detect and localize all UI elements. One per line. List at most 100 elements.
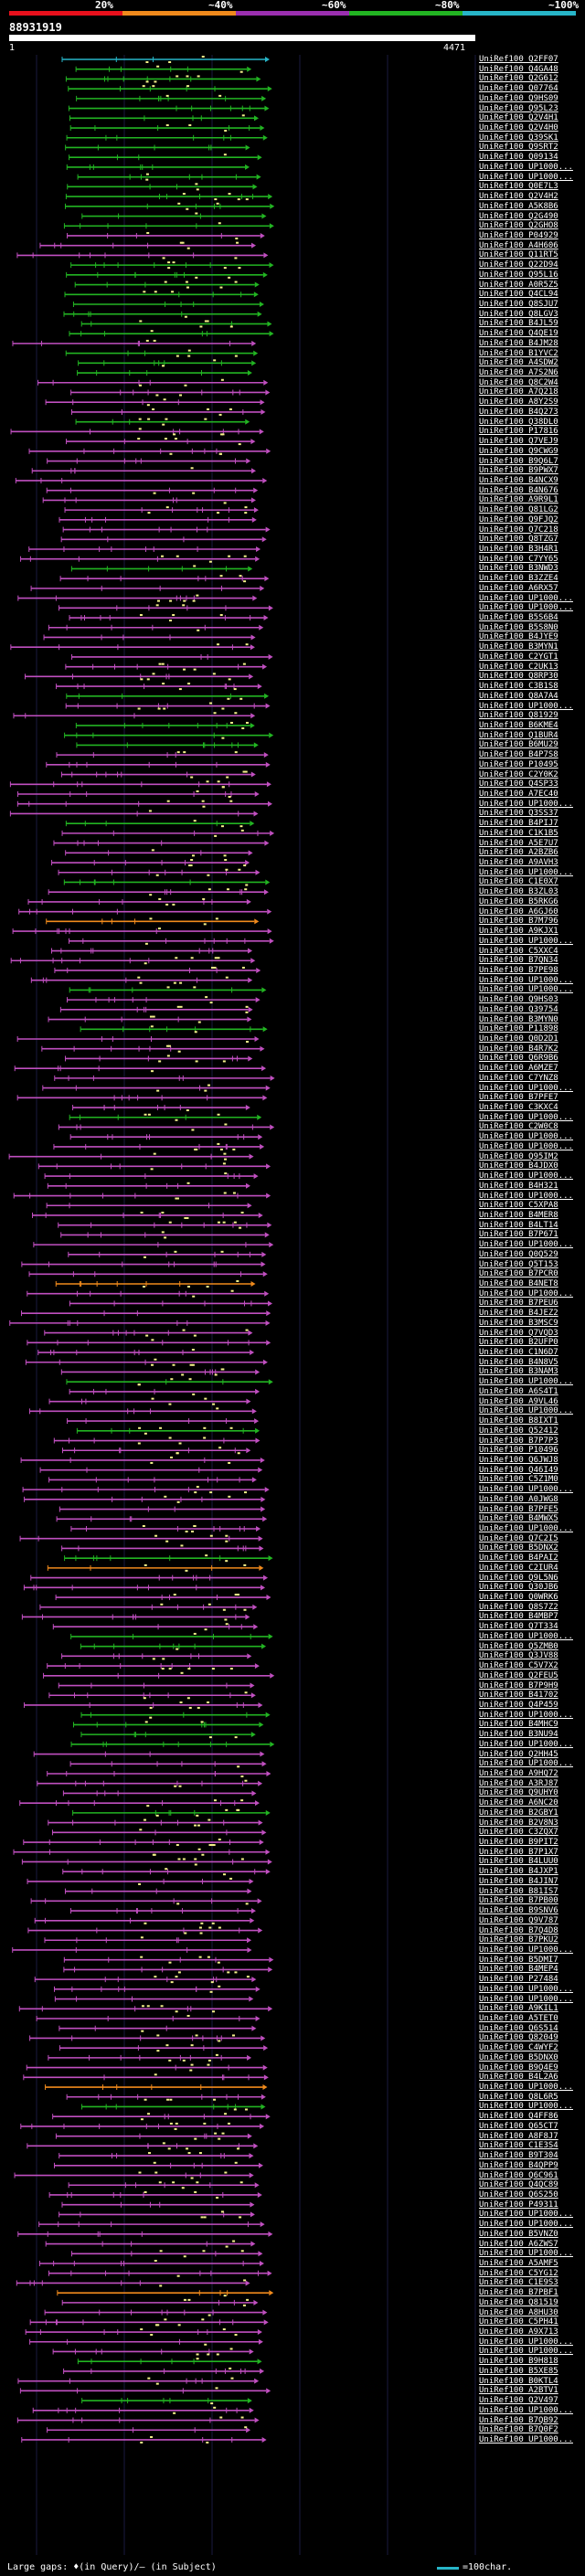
hit-label-link[interactable]: UniRef100_Q9FJQ2 <box>479 514 558 525</box>
hit-label-link[interactable]: UniRef100_C1N6D7 <box>479 1348 558 1358</box>
hit-label-link[interactable]: UniRef100_Q4QE19 <box>479 329 558 339</box>
hit-label-link[interactable]: UniRef100_Q65CT7 <box>479 2121 558 2131</box>
hit-label-link[interactable]: UniRef100_UP1000... <box>479 1112 573 1122</box>
hit-label-link[interactable]: UniRef100_C1E0X7 <box>479 877 558 887</box>
hit-label-link[interactable]: UniRef100_Q8TZG7 <box>479 535 558 545</box>
hit-label-link[interactable]: UniRef100_Q81LG2 <box>479 505 558 515</box>
hit-label-link[interactable]: UniRef100_Q95IM2 <box>479 1151 558 1161</box>
hit-label-link[interactable]: UniRef100_B4JL59 <box>479 319 558 329</box>
hit-label-link[interactable]: UniRef100_B7QB92 <box>479 2415 558 2425</box>
hit-label-link[interactable]: UniRef100_A6ZWS7 <box>479 2239 558 2249</box>
hit-label-link[interactable]: UniRef100_B3MYN0 <box>479 1014 558 1024</box>
hit-label-link[interactable]: UniRef100_B7PB00 <box>479 1896 558 1906</box>
hit-label-link[interactable]: UniRef100_A9HQ72 <box>479 1769 558 1778</box>
hit-label-link[interactable]: UniRef100_B4LT14 <box>479 1220 558 1230</box>
hit-label-link[interactable]: UniRef100_C2UK13 <box>479 662 558 672</box>
hit-label-link[interactable]: UniRef100_B7PBF1 <box>479 2288 558 2298</box>
hit-label-link[interactable]: UniRef100_Q6R9B6 <box>479 1054 558 1064</box>
hit-label-link[interactable]: UniRef100_B4JIN7 <box>479 1876 558 1886</box>
hit-label-link[interactable]: UniRef100_UP1000... <box>479 1141 573 1151</box>
hit-label-link[interactable]: UniRef100_UP1000... <box>479 1191 573 1201</box>
hit-label-link[interactable]: UniRef100_C3KXC4 <box>479 1103 558 1113</box>
hit-label-link[interactable]: UniRef100_Q8L6R5 <box>479 2092 558 2102</box>
hit-label-link[interactable]: UniRef100_A4SDW2 <box>479 358 558 368</box>
hit-label-link[interactable]: UniRef100_Q8C2W4 <box>479 377 558 387</box>
hit-label-link[interactable]: UniRef100_Q4SP33 <box>479 779 558 790</box>
hit-label-link[interactable]: UniRef100_B4JEZ2 <box>479 1309 558 1319</box>
hit-label-link[interactable]: UniRef100_C7YNZ8 <box>479 1073 558 1083</box>
hit-label-link[interactable]: UniRef100_A2BTV1 <box>479 2386 558 2396</box>
hit-label-link[interactable]: UniRef100_B5DNX0 <box>479 2052 558 2062</box>
hit-label-link[interactable]: UniRef100_A9VL46 <box>479 1396 558 1406</box>
hit-label-link[interactable]: UniRef100_Q2G490 <box>479 211 558 221</box>
hit-label-link[interactable]: UniRef100_UP1000... <box>479 2083 573 2093</box>
hit-label-link[interactable]: UniRef100_Q39754 <box>479 1004 558 1014</box>
hit-label-link[interactable]: UniRef100_UP1000... <box>479 1240 573 1250</box>
hit-label-link[interactable]: UniRef100_Q7VQD3 <box>479 1328 558 1338</box>
hit-label-link[interactable]: UniRef100_B7PKU2 <box>479 1935 558 1945</box>
hit-label-link[interactable]: UniRef100_UP1000... <box>479 1485 573 1495</box>
hit-label-link[interactable]: UniRef100_B7PE98 <box>479 965 558 975</box>
hit-label-link[interactable]: UniRef100_Q9UHY0 <box>479 1788 558 1798</box>
hit-label-link[interactable]: UniRef100_UP1000... <box>479 985 573 995</box>
hit-label-link[interactable]: UniRef100_C2YGT1 <box>479 652 558 662</box>
hit-label-link[interactable]: UniRef100_UP1000... <box>479 2434 573 2444</box>
hit-label-link[interactable]: UniRef100_Q22D94 <box>479 260 558 270</box>
hit-label-link[interactable]: UniRef100_UP1000... <box>479 1083 573 1093</box>
hit-label-link[interactable]: UniRef100_UP1000... <box>479 1132 573 1142</box>
hit-label-link[interactable]: UniRef100_Q52412 <box>479 1426 558 1436</box>
hit-label-link[interactable]: UniRef100_Q82049 <box>479 2033 558 2043</box>
hit-label-link[interactable]: UniRef100_A6GJ60 <box>479 906 558 917</box>
hit-label-link[interactable]: UniRef100_UP1000... <box>479 1631 573 1641</box>
hit-label-link[interactable]: UniRef100_B3NAM3 <box>479 1367 558 1377</box>
hit-label-link[interactable]: UniRef100_P49311 <box>479 2200 558 2210</box>
hit-label-link[interactable]: UniRef100_B5DNX2 <box>479 1543 558 1553</box>
hit-label-link[interactable]: UniRef100_Q0D2D1 <box>479 1034 558 1044</box>
hit-label-link[interactable]: UniRef100_B5VNZ0 <box>479 2229 558 2239</box>
hit-label-link[interactable]: UniRef100_Q95L16 <box>479 270 558 280</box>
hit-label-link[interactable]: UniRef100_Q8A7A4 <box>479 691 558 701</box>
hit-label-link[interactable]: UniRef100_A9X713 <box>479 2327 558 2337</box>
hit-label-link[interactable]: UniRef100_B1YVC2 <box>479 348 558 358</box>
hit-label-link[interactable]: UniRef100_B3NU94 <box>479 1730 558 1740</box>
hit-label-link[interactable]: UniRef100_C5YG12 <box>479 2268 558 2278</box>
hit-label-link[interactable]: UniRef100_C2W0C8 <box>479 1122 558 1132</box>
hit-label-link[interactable]: UniRef100_B7P9H9 <box>479 1680 558 1691</box>
hit-label-link[interactable]: UniRef100_B4MER8 <box>479 1210 558 1220</box>
hit-label-link[interactable]: UniRef100_A8Y2S9 <box>479 398 558 408</box>
hit-label-link[interactable]: UniRef100_Q2GHO8 <box>479 221 558 231</box>
hit-label-link[interactable]: UniRef100_B7M796 <box>479 917 558 927</box>
hit-label-link[interactable]: UniRef100_B3ZL03 <box>479 887 558 897</box>
hit-label-link[interactable]: UniRef100_Q4QC89 <box>479 2180 558 2190</box>
hit-label-link[interactable]: UniRef100_B4NCX9 <box>479 475 558 485</box>
hit-label-link[interactable]: UniRef100_UP1000... <box>479 867 573 877</box>
hit-label-link[interactable]: UniRef100_UP1000... <box>479 936 573 946</box>
hit-label-link[interactable]: UniRef100_UP1000... <box>479 1524 573 1533</box>
hit-label-link[interactable]: UniRef100_Q2V4H1 <box>479 113 558 123</box>
hit-label-link[interactable]: UniRef100_B5S6B4 <box>479 613 558 623</box>
hit-label-link[interactable]: UniRef100_Q2G612 <box>479 74 558 84</box>
hit-label-link[interactable]: UniRef100_C1K1B5 <box>479 828 558 838</box>
hit-label-link[interactable]: UniRef100_Q81519 <box>479 2297 558 2307</box>
hit-label-link[interactable]: UniRef100_B3NWD3 <box>479 564 558 574</box>
hit-label-link[interactable]: UniRef100_Q8LGV3 <box>479 309 558 319</box>
hit-label-link[interactable]: UniRef100_A0R5Z5 <box>479 280 558 290</box>
hit-label-link[interactable]: UniRef100_Q0WRK6 <box>479 1593 558 1603</box>
hit-label-link[interactable]: UniRef100_Q3SS37 <box>479 809 558 819</box>
hit-label-link[interactable]: UniRef100_UP1000... <box>479 1984 573 1994</box>
hit-label-link[interactable]: UniRef100_B7P7P3 <box>479 1436 558 1446</box>
hit-label-link[interactable]: UniRef100_B2GBY1 <box>479 1807 558 1818</box>
hit-label-link[interactable]: UniRef100_Q9SRT2 <box>479 143 558 153</box>
hit-label-link[interactable]: UniRef100_B7P1X7 <box>479 1847 558 1857</box>
hit-label-link[interactable]: UniRef100_UP1000... <box>479 1710 573 1720</box>
hit-label-link[interactable]: UniRef100_B8IXT1 <box>479 1416 558 1426</box>
hit-label-link[interactable]: UniRef100_A9KIL1 <box>479 2004 558 2014</box>
hit-label-link[interactable]: UniRef100_B4PIJ7 <box>479 819 558 829</box>
hit-label-link[interactable]: UniRef100_A4H606 <box>479 240 558 250</box>
hit-label-link[interactable]: UniRef100_UP1000... <box>479 1759 573 1769</box>
hit-label-link[interactable]: UniRef100_B41702 <box>479 1691 558 1701</box>
hit-label-link[interactable]: UniRef100_A9AVH3 <box>479 858 558 868</box>
hit-label-link[interactable]: UniRef100_UP1000... <box>479 172 573 182</box>
hit-label-link[interactable]: UniRef100_B7P671 <box>479 1230 558 1240</box>
hit-label-link[interactable]: UniRef100_B6KME4 <box>479 720 558 730</box>
